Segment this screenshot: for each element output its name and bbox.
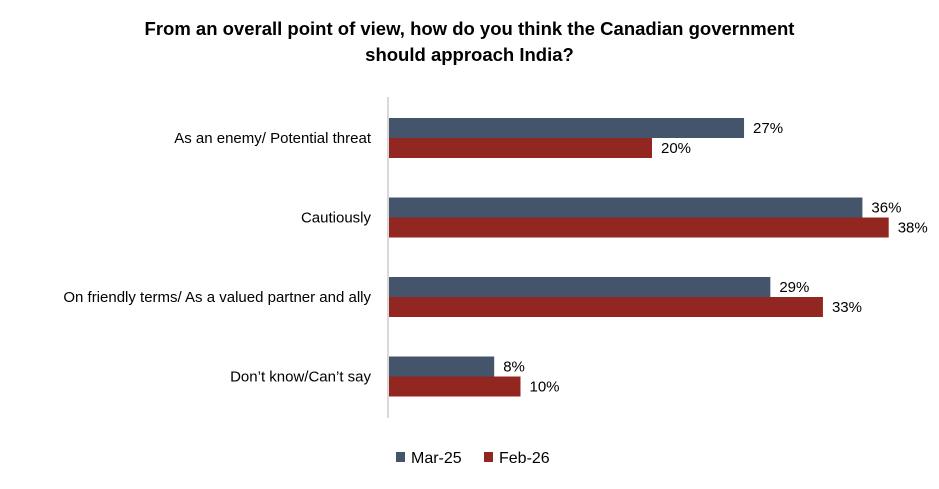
- bar-feb-26: [389, 217, 889, 238]
- bar-mar-25: [389, 356, 495, 377]
- value-labels: 27% 20% 36% 38% 29% 33% 8% 10%: [503, 120, 928, 396]
- data-label: 36%: [871, 200, 901, 217]
- bars-group: [389, 118, 889, 397]
- data-label: 29%: [779, 279, 809, 296]
- category-label: As an enemy/ Potential threat: [174, 130, 372, 147]
- data-label: 20%: [661, 140, 691, 157]
- chart-title-line-1: From an overall point of view, how do yo…: [144, 18, 795, 39]
- bar-mar-25: [389, 197, 863, 218]
- bar-mar-25: [389, 118, 745, 138]
- category-label: On friendly terms/ As a valued partner a…: [63, 289, 371, 306]
- category-label: Don’t know/Can’t say: [230, 369, 371, 386]
- legend-label: Mar-25: [411, 450, 462, 467]
- legend: Mar-25 Feb-26: [396, 450, 550, 467]
- chart-title-line-2: should approach India?: [365, 44, 574, 65]
- chart-title: From an overall point of view, how do yo…: [0, 16, 939, 68]
- legend-label: Feb-26: [499, 450, 550, 467]
- data-label: 33%: [832, 299, 862, 316]
- category-label: Cautiously: [301, 210, 372, 227]
- data-label: 38%: [898, 220, 928, 237]
- legend-swatch: [484, 452, 493, 462]
- data-label: 10%: [530, 379, 560, 396]
- data-label: 27%: [753, 120, 783, 137]
- category-labels: As an enemy/ Potential threat Cautiously O…: [63, 130, 371, 386]
- bar-feb-26: [389, 376, 521, 397]
- bar-feb-26: [389, 138, 652, 158]
- data-label: 8%: [503, 359, 525, 376]
- legend-swatch: [396, 452, 405, 462]
- bar-feb-26: [389, 297, 823, 317]
- bar-mar-25: [389, 277, 771, 297]
